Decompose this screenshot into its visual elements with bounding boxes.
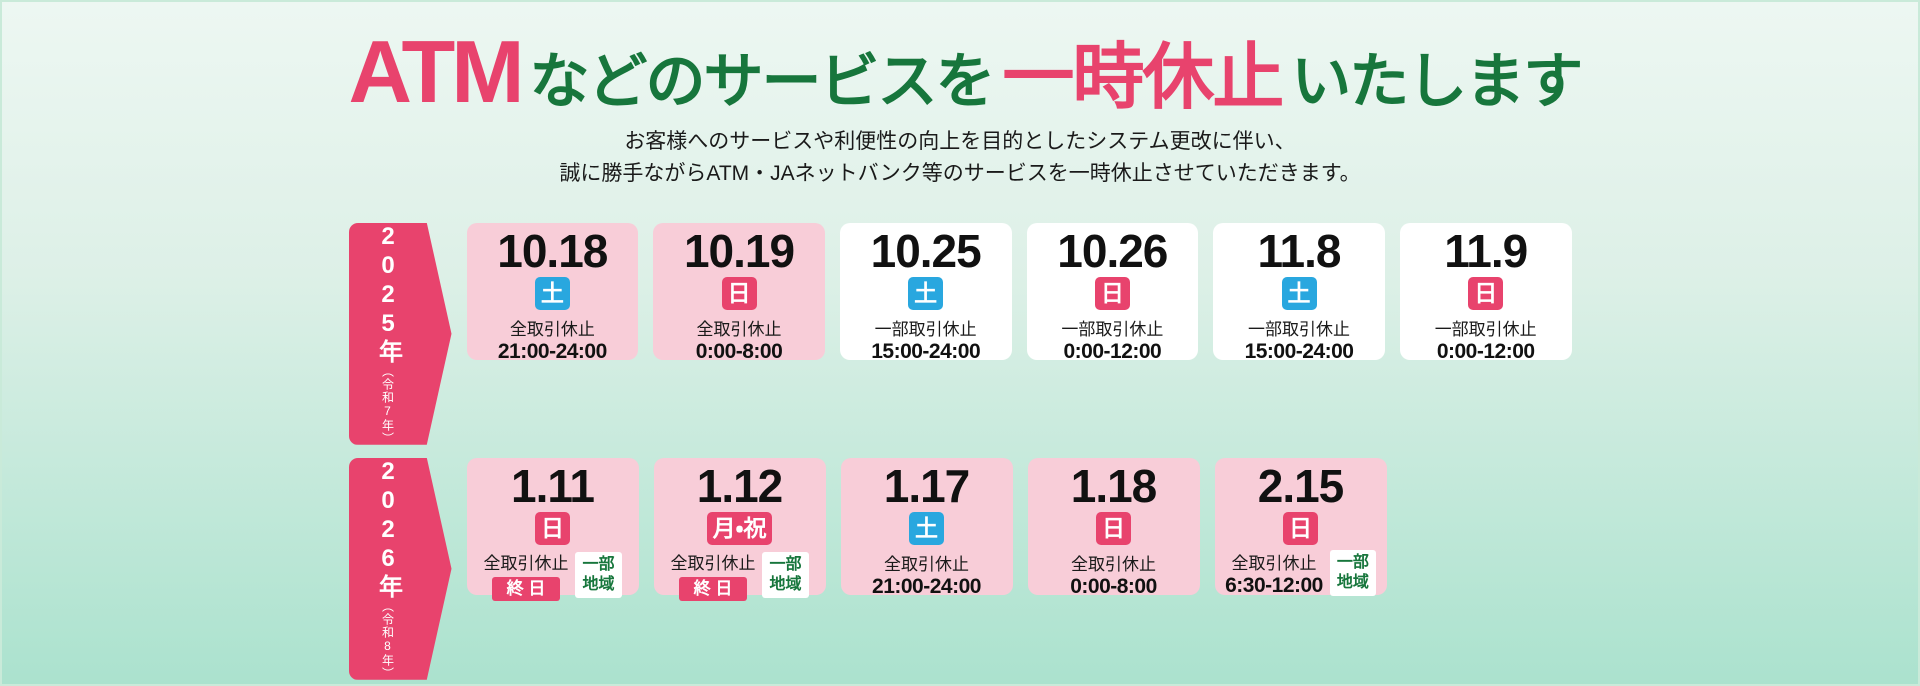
era-text: （令和8年） [380,599,395,680]
title-suffix: いたします [1291,48,1583,115]
day-badge-sunday: 日 [721,276,757,310]
time-label: 21:00-24:00 [497,339,607,363]
schedule-card-1026: 10.26 日 一部取引休止 0:00-12:00 [1026,222,1199,363]
status-label: 一部取引休止 [874,319,977,339]
year-label-2026: 2026年（令和8年） [348,457,452,680]
schedule-card-1109: 11.9 日 一部取引休止 0:00-12:00 [1399,222,1572,363]
schedule-row-2025: 2025年（令和7年） 10.18 土 全取引休止 21:00-24:00 10… [348,222,1572,445]
schedule-card-0117: 1.17 土 全取引休止 21:00-24:00 [840,457,1013,598]
allday-badge: 終 日 [678,576,748,601]
status-label: 全取引休止 [670,553,756,573]
status-label: 全取引休止 [1231,553,1317,573]
day-badge-saturday: 土 [909,511,944,545]
time-label: 15:00-24:00 [1244,339,1354,363]
status-label: 一部取引休止 [1434,319,1537,339]
region-badge: 一部 地域 [1329,550,1376,597]
title-atm: ATM [348,22,525,121]
day-badge-sunday: 日 [1096,511,1131,545]
era-text: （令和7年） [380,364,395,445]
date-label: 1.18 [1070,459,1158,512]
status-label: 全取引休止 [884,554,969,574]
date-label: 10.18 [497,224,608,277]
schedule-row-2026: 2026年（令和8年） 1.11 日 全取引休止 終 日 一部 地域 [348,457,1572,680]
day-badge-saturday: 土 [1281,276,1317,310]
date-label: 11.9 [1444,224,1528,277]
schedule-card-1019: 10.19 日 全取引休止 0:00-8:00 [653,222,825,363]
day-badge-sunday: 日 [1094,276,1130,310]
date-label: 10.25 [870,224,982,277]
date-label: 1.12 [696,459,784,512]
time-label: 0:00-8:00 [1070,574,1157,598]
time-label: 15:00-24:00 [871,339,981,363]
year-text: 2025年 [374,222,402,365]
date-label: 1.11 [511,459,595,512]
schedule-card-1025: 10.25 土 一部取引休止 15:00-24:00 [839,222,1012,363]
status-label: 全取引休止 [509,319,595,339]
time-label: 0:00-8:00 [695,339,783,363]
time-label: 21:00-24:00 [872,574,981,598]
page-title: ATM などのサービスを 一時休止 いたします [349,28,1584,116]
year-label-2025: 2025年（令和7年） [348,222,452,445]
schedule-card-0215: 2.15 日 全取引休止 6:30-12:00 一部 地域 [1214,457,1387,597]
day-badge-saturday: 土 [908,276,944,310]
date-label: 10.26 [1057,224,1168,277]
status-label: 全取引休止 [696,319,782,339]
schedule-card-0112: 1.12 月・祝 全取引休止 終 日 一部 地域 [653,457,826,601]
subtitle-line-2: 誠に勝手ながらATM・JAネットバンク等のサービスを一時休止させていただきます。 [559,162,1361,186]
status-label: 一部取引休止 [1248,319,1351,339]
content-wrapper: ATM などのサービスを 一時休止 いたします お客様へのサービスや利便性の向上… [348,28,1584,684]
subtitle-line-1: お客様へのサービスや利便性の向上を目的としたシステム更改に伴い、 [624,129,1296,153]
day-badge-sunday: 日 [1468,276,1504,310]
status-label: 一部取引休止 [1061,319,1164,339]
year-text: 2026年 [374,457,402,600]
status-label: 全取引休止 [483,553,569,573]
time-label: 0:00-12:00 [1436,339,1535,363]
status-label: 全取引休止 [1071,554,1156,574]
schedule-card-0118: 1.18 日 全取引休止 0:00-8:00 [1027,457,1200,598]
schedule-card-0111: 1.11 日 全取引休止 終 日 一部 地域 [466,457,639,601]
title-suspension: 一時休止 [1002,38,1284,118]
date-label: 10.19 [683,224,795,277]
day-badge-holiday: 月・祝 [706,511,773,545]
day-badge-sunday: 日 [535,511,570,545]
region-badge: 一部 地域 [762,551,809,598]
subtitle: お客様へのサービスや利便性の向上を目的としたシステム更改に伴い、 誠に勝手ながら… [349,126,1572,191]
allday-badge: 終 日 [491,576,561,601]
date-label: 2.15 [1257,459,1345,512]
region-badge: 一部 地域 [575,551,622,598]
schedule-card-1018: 10.18 土 全取引休止 21:00-24:00 [466,222,639,363]
date-label: 1.17 [883,459,971,512]
day-badge-saturday: 土 [534,276,570,310]
date-label: 11.8 [1257,224,1342,277]
day-badge-sunday: 日 [1283,511,1318,545]
time-label: 0:00-12:00 [1063,339,1162,363]
title-services: などのサービスを [529,48,995,115]
schedule: 2025年（令和7年） 10.18 土 全取引休止 21:00-24:00 10… [348,222,1572,680]
time-label: 6:30-12:00 [1225,573,1323,597]
schedule-card-1108: 11.8 土 一部取引休止 15:00-24:00 [1213,222,1385,363]
